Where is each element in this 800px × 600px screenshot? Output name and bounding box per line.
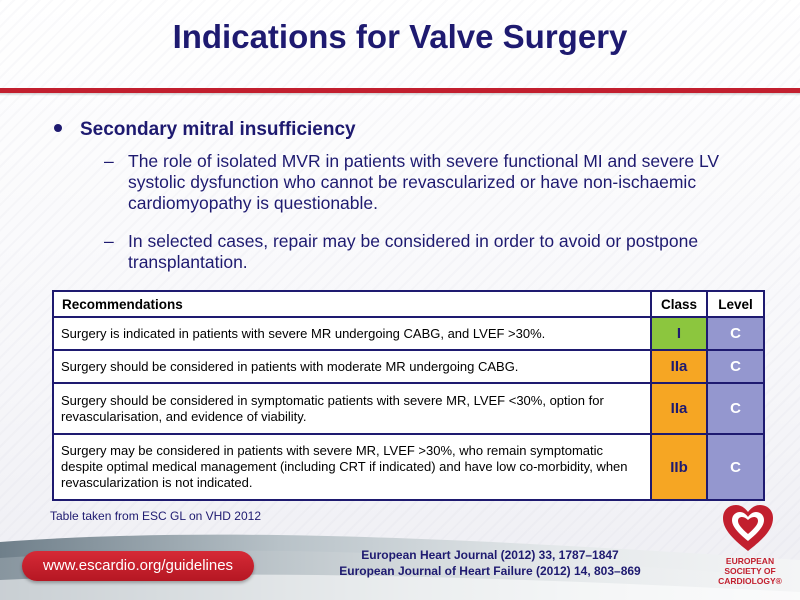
main-bullet-text: Secondary mitral insufficiency <box>80 119 356 140</box>
title-divider-shadow <box>0 93 800 96</box>
header-level: Level <box>706 290 765 318</box>
recommendation-text: Surgery should be considered in symptoma… <box>52 382 652 435</box>
recommendation-text: Surgery may be considered in patients wi… <box>52 433 652 501</box>
recommendation-text: Surgery is indicated in patients with se… <box>52 316 652 351</box>
sub-bullet-text: The role of isolated MVR in patients wit… <box>128 151 720 213</box>
dash-icon: – <box>104 151 114 171</box>
level-cell: C <box>706 349 765 384</box>
header-class: Class <box>650 290 708 318</box>
level-cell: C <box>706 316 765 351</box>
esc-logo-text: EUROPEAN SOCIETY OF CARDIOLOGY® <box>706 556 794 586</box>
table-header-row: Recommendations Class Level <box>52 290 765 318</box>
journal-line-1: European Heart Journal (2012) 33, 1787–1… <box>361 548 619 562</box>
table-row: Surgery is indicated in patients with se… <box>52 316 765 351</box>
sub-bullet-1: – The role of isolated MVR in patients w… <box>104 151 764 214</box>
header-recommendations: Recommendations <box>52 290 652 318</box>
journal-line-2: European Journal of Heart Failure (2012)… <box>339 564 641 578</box>
esc-logo-line-1: EUROPEAN <box>725 556 775 566</box>
sub-bullet-2: – In selected cases, repair may be consi… <box>104 231 764 273</box>
bullet-dot-icon <box>54 123 62 132</box>
class-cell: IIa <box>650 349 708 384</box>
level-cell: C <box>706 382 765 435</box>
class-cell: I <box>650 316 708 351</box>
title-divider <box>0 88 800 93</box>
recommendations-table: Recommendations Class Level Surgery is i… <box>52 290 765 501</box>
esc-heart-logo-icon <box>723 505 773 551</box>
esc-logo-line-2: SOCIETY OF <box>724 566 776 576</box>
main-bullet: Secondary mitral insufficiency <box>54 119 356 141</box>
esc-logo-line-3: CARDIOLOGY® <box>718 576 782 586</box>
sub-bullet-text: In selected cases, repair may be conside… <box>128 231 699 272</box>
dash-icon: – <box>104 231 114 251</box>
recommendation-text: Surgery should be considered in patients… <box>52 349 652 384</box>
guidelines-link[interactable]: www.escardio.org/guidelines <box>22 551 254 581</box>
class-cell: IIa <box>650 382 708 435</box>
table-source-note: Table taken from ESC GL on VHD 2012 <box>50 509 261 523</box>
class-cell: IIb <box>650 433 708 501</box>
level-cell: C <box>706 433 765 501</box>
table-row: Surgery should be considered in patients… <box>52 349 765 384</box>
table-row: Surgery should be considered in symptoma… <box>52 382 765 435</box>
journal-citation: European Heart Journal (2012) 33, 1787–1… <box>300 547 680 579</box>
table-row: Surgery may be considered in patients wi… <box>52 433 765 501</box>
slide-title: Indications for Valve Surgery <box>172 18 628 55</box>
